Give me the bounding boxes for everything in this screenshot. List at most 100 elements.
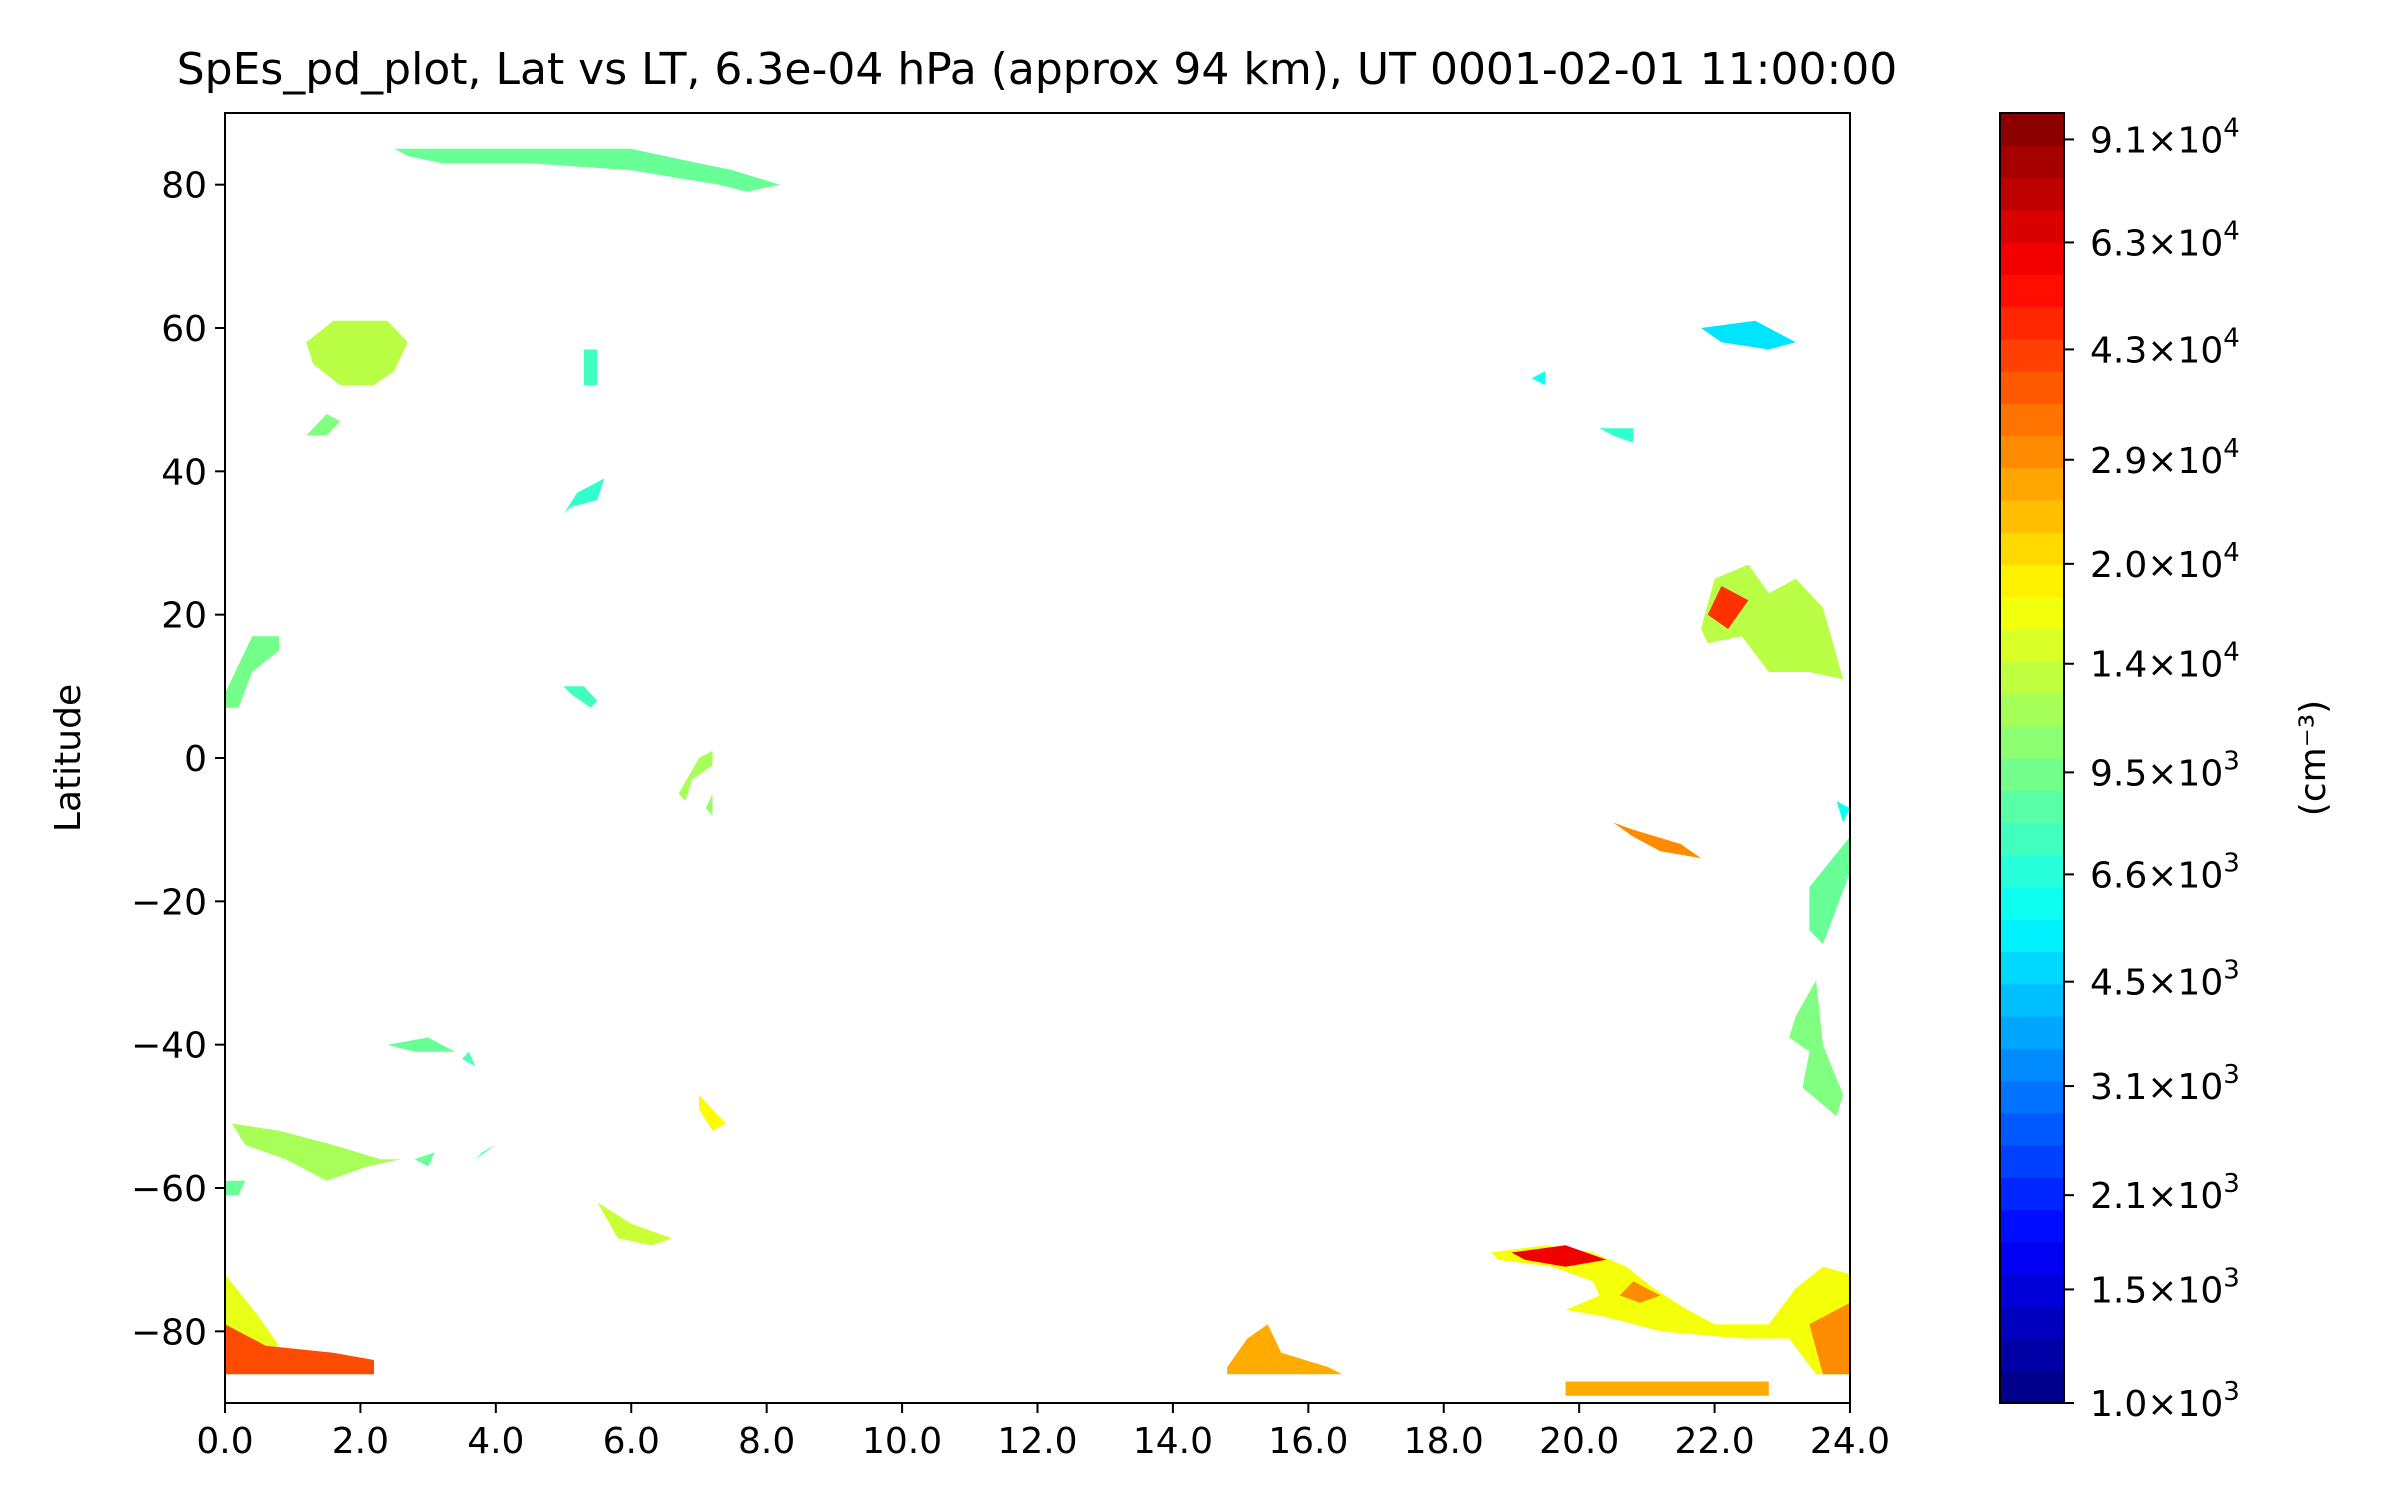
contour-region [1227,1324,1343,1375]
contour-region [678,750,713,801]
colorbar-segment [2000,854,2064,888]
colorbar-segment [2000,983,2064,1017]
colorbar-tick-label: 4.5×103 [2090,956,2240,1004]
colorbar-segment [2000,1016,2064,1049]
x-tick-label: 8.0 [738,1421,795,1462]
contour-region [387,1037,456,1052]
contour-region [1809,836,1850,945]
colorbar-segment [2000,693,2064,727]
colorbar-segment [2000,1177,2064,1211]
y-tick-label: −40 [131,1026,207,1067]
colorbar-segment [2000,1274,2064,1307]
contour-region [1599,428,1634,443]
colorbar-segment [2000,661,2064,695]
colorbar-tick-label: 9.1×104 [2090,113,2240,161]
colorbar-segment [2000,725,2064,759]
x-tick-label: 12.0 [997,1421,1077,1462]
contour-region [1789,980,1844,1117]
colorbar-tick-label: 1.5×103 [2090,1263,2240,1311]
colorbar-tick-label: 3.1×103 [2090,1060,2240,1108]
contour-region [699,1094,726,1131]
contour-region [1836,801,1850,823]
contour-region [1565,1381,1769,1396]
contour-region [597,1202,672,1246]
x-tick-label: 20.0 [1539,1421,1619,1462]
colorbar-segment [2000,177,2064,211]
x-tick-label: 24.0 [1810,1421,1890,1462]
contour-region [563,478,605,515]
colorbar-segment [2000,500,2064,533]
colorbar-segment [2000,306,2064,340]
contour-region [475,1145,496,1160]
plot-background [225,113,1850,1403]
colorbar-segment [2000,1048,2064,1082]
y-tick-label: −20 [131,882,207,923]
x-axis: 0.0 2.0 4.0 6.0 8.0 10.0 12.0 14.0 16.0 18.0 20.0 2… [196,1403,1890,1462]
colorbar-segment [2000,887,2064,920]
colorbar-segment [2000,1370,2064,1404]
colorbar-segment [2000,629,2064,662]
colorbar-frame [1999,112,2065,1404]
x-tick-label: 4.0 [467,1421,524,1462]
contour-region [306,320,408,386]
colorbar-tick-label: 2.0×104 [2090,538,2240,586]
contour-region [225,1180,246,1196]
colorbar-segment [2000,209,2064,243]
x-tick-label: 2.0 [332,1421,389,1462]
contour-region [1701,320,1796,350]
colorbar-label: (cm⁻³) [2293,700,2334,816]
colorbar-segment [2000,790,2064,824]
contour-region [1701,564,1844,680]
chart-title: SpEs_pd_plot, Lat vs LT, 6.3e-04 hPa (ap… [177,44,1898,95]
contour-region [1707,586,1749,629]
colorbar-segment [2000,1145,2064,1178]
y-tick-label: 20 [161,596,207,637]
contour-region [1613,822,1701,859]
colorbar-segment [2000,435,2064,469]
colorbar-segment [2000,1306,2064,1340]
contour-region [1619,1281,1661,1303]
x-tick-label: 10.0 [862,1421,942,1462]
colorbar-segment [2000,1209,2064,1243]
colorbar-segment [2000,564,2064,598]
contour-region [1491,1245,1850,1375]
y-tick-label: 0 [184,739,207,780]
colorbar-segment [2000,274,2064,308]
colorbar-tick-label: 6.6×103 [2090,848,2240,896]
x-tick-label: 18.0 [1404,1421,1484,1462]
colorbar-tick-label: 6.3×104 [2090,216,2240,264]
colorbar-segment [2000,758,2064,791]
colorbar-segment [2000,1338,2064,1372]
y-tick-label: −80 [131,1312,207,1353]
colorbar-segment [2000,338,2064,372]
x-tick-label: 16.0 [1268,1421,1348,1462]
contour-region [1809,1302,1850,1375]
colorbar-segment [2000,242,2064,275]
colorbar-segment [2000,403,2064,437]
contour-regions [225,148,1850,1396]
colorbar-segment [2000,371,2064,404]
contour-region [462,1051,476,1067]
contour-region [225,1324,374,1375]
colorbar-tick-label: 2.9×104 [2090,434,2240,482]
contour-region [394,148,781,192]
x-tick-label: 0.0 [196,1421,253,1462]
contour-region [414,1152,435,1167]
colorbar-segment [2000,1241,2064,1275]
colorbar-segment [2000,951,2064,985]
colorbar-tick-label: 1.4×104 [2090,638,2240,686]
colorbar-segment [2000,1080,2064,1114]
x-tick-label: 6.0 [603,1421,660,1462]
colorbar-segment [2000,532,2064,566]
colorbar-segment [2000,919,2064,953]
y-tick-label: 80 [161,166,207,207]
y-tick-label: −60 [131,1169,207,1210]
contour-region [306,414,341,436]
x-tick-label: 14.0 [1133,1421,1213,1462]
contour-region [231,1123,401,1181]
y-tick-label: 40 [161,452,207,493]
y-tick-label: 60 [161,309,207,350]
colorbar: 9.1×104 6.3×104 4.3×104 2.9×104 2.0×104 1.4×1… [1999,112,2240,1425]
colorbar-segment [2000,1112,2064,1146]
